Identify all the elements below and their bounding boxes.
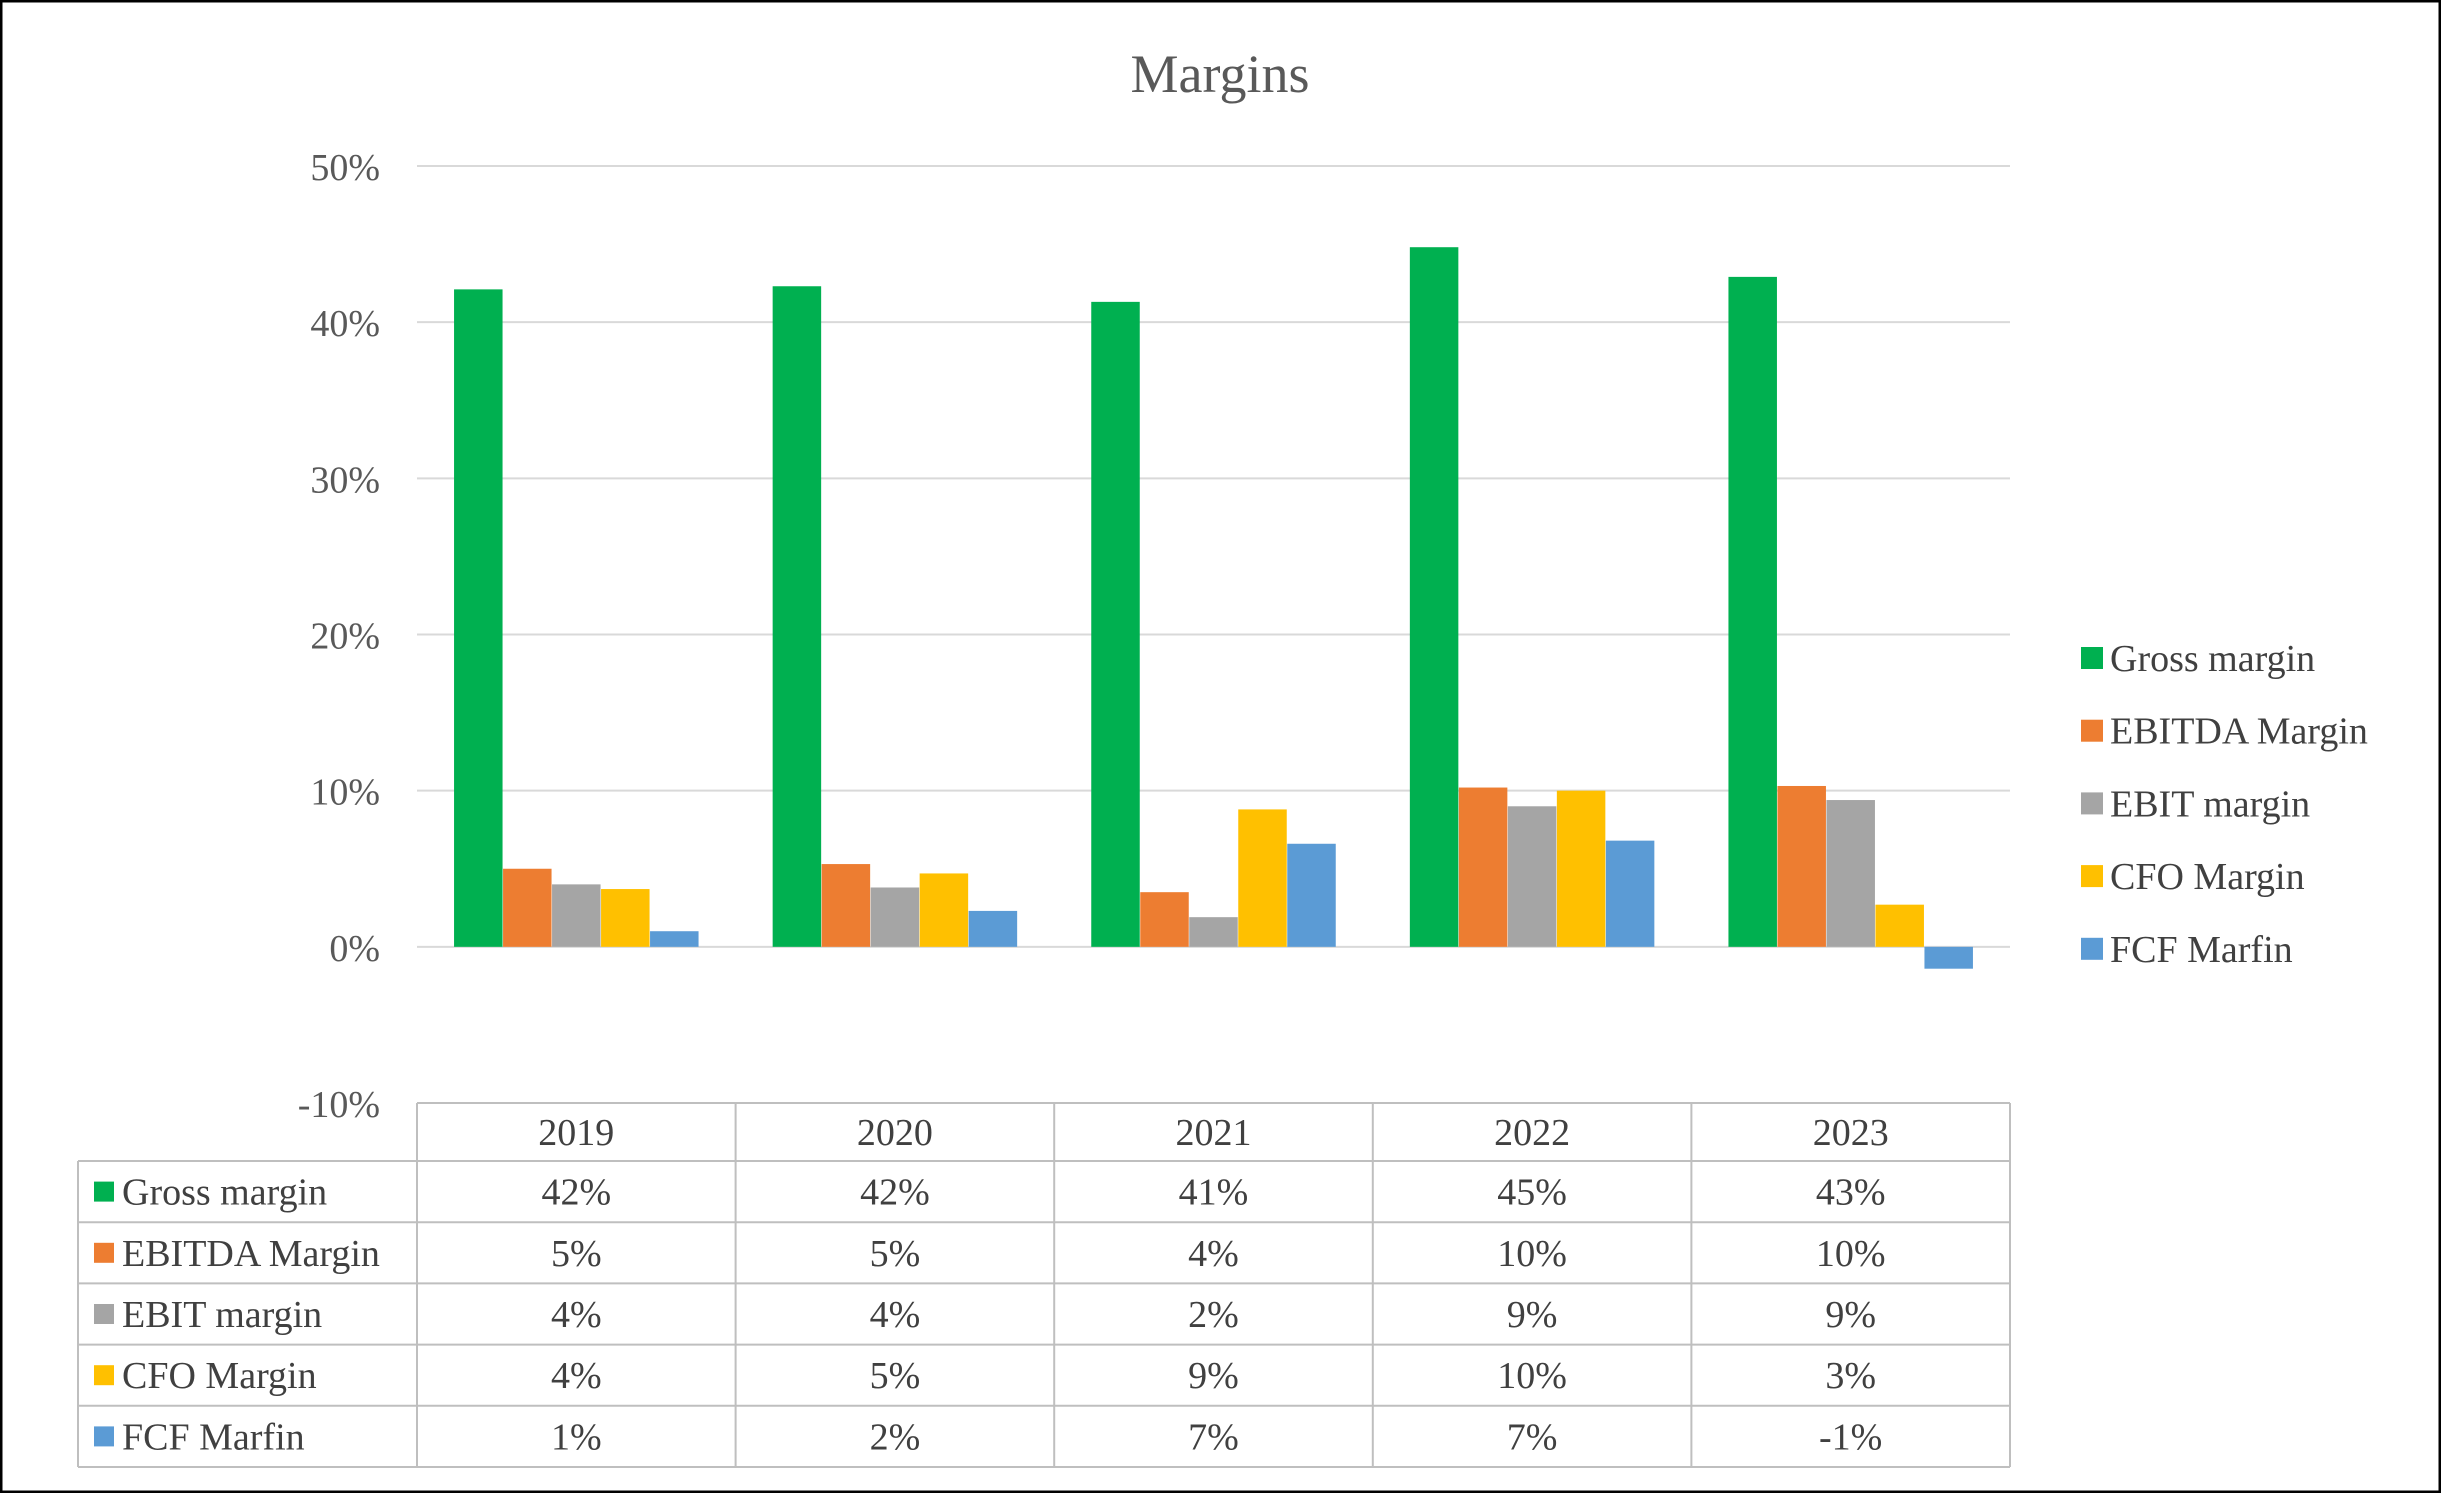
x-category-label: 2020 (857, 1112, 933, 1154)
bar (454, 289, 503, 947)
bar (1556, 790, 1606, 947)
data-label: 9% (1825, 1294, 1876, 1336)
legend-key (2081, 719, 2103, 742)
bar (552, 884, 601, 947)
data-label: 2% (870, 1416, 921, 1458)
y-tick-label: 10% (310, 772, 380, 814)
legend-label: CFO Margin (2110, 856, 2305, 898)
bar (1238, 809, 1287, 947)
table-legend-key (94, 1304, 114, 1324)
table-legend-key (94, 1181, 114, 1202)
table-series-label: CFO Margin (122, 1355, 317, 1397)
legend-key (2081, 865, 2103, 888)
data-label: 1% (551, 1416, 602, 1458)
chart-title: Margins (1130, 44, 1309, 104)
bar (1458, 787, 1508, 947)
bar (1875, 904, 1924, 947)
bar (650, 931, 699, 947)
table-series-label: EBIT margin (122, 1294, 322, 1336)
legend-key (2081, 647, 2103, 669)
bar (1605, 840, 1655, 947)
data-label: 45% (1497, 1172, 1567, 1214)
y-tick-label: 0% (329, 928, 380, 970)
bar (772, 286, 822, 947)
data-label: 4% (870, 1294, 921, 1336)
x-category-label: 2022 (1494, 1112, 1570, 1154)
bar (503, 868, 552, 947)
data-label: 9% (1188, 1355, 1239, 1397)
bar (1409, 247, 1459, 947)
data-label: 5% (870, 1355, 921, 1397)
legend-label: EBIT margin (2110, 783, 2310, 825)
data-label: 5% (870, 1233, 921, 1275)
table-series-label: EBITDA Margin (122, 1233, 380, 1275)
x-category-label: 2021 (1176, 1112, 1252, 1154)
bar (1189, 917, 1238, 947)
table-series-label: FCF Marfin (122, 1416, 305, 1458)
bar (1091, 301, 1140, 947)
bar (821, 864, 871, 947)
y-tick-label: 20% (310, 616, 380, 658)
bar (601, 889, 650, 947)
y-tick-label: -10% (298, 1084, 380, 1126)
data-label: -1% (1819, 1416, 1882, 1458)
data-label: 4% (551, 1355, 602, 1397)
y-tick-label: 30% (310, 459, 380, 501)
bar (1924, 946, 1973, 969)
data-label: 4% (551, 1294, 602, 1336)
y-tick-label: 50% (310, 147, 380, 189)
x-category-label: 2019 (538, 1112, 614, 1154)
data-label: 41% (1179, 1172, 1249, 1214)
legend-label: Gross margin (2110, 638, 2315, 680)
table-series-label: Gross margin (122, 1172, 327, 1214)
bar (1140, 892, 1189, 947)
bar (968, 910, 1018, 947)
bar (1728, 276, 1777, 947)
data-label: 5% (551, 1233, 602, 1275)
data-label: 10% (1816, 1233, 1886, 1275)
data-label: 3% (1825, 1355, 1876, 1397)
table-legend-key (94, 1426, 114, 1447)
data-label: 10% (1497, 1233, 1567, 1275)
table-legend-key (94, 1242, 114, 1263)
data-label: 42% (860, 1172, 930, 1214)
data-label: 2% (1188, 1294, 1239, 1336)
data-label: 10% (1497, 1355, 1567, 1397)
bar (1287, 843, 1336, 947)
data-label: 4% (1188, 1233, 1239, 1275)
legend-label: FCF Marfin (2110, 929, 2293, 971)
table-legend-key (94, 1365, 114, 1386)
x-category-label: 2023 (1813, 1112, 1889, 1154)
data-label: 7% (1188, 1416, 1239, 1458)
data-label: 9% (1507, 1294, 1558, 1336)
bar (1777, 785, 1826, 947)
y-tick-label: 40% (310, 303, 380, 345)
legend-label: EBITDA Margin (2110, 711, 2368, 753)
legend-key (2081, 792, 2103, 815)
data-label: 7% (1507, 1416, 1558, 1458)
bar (1826, 800, 1875, 947)
bar (1507, 806, 1557, 947)
data-label: 43% (1816, 1172, 1886, 1214)
data-label: 42% (541, 1172, 611, 1214)
legend-key (2081, 937, 2103, 960)
bar (919, 873, 969, 947)
bar (870, 887, 920, 947)
